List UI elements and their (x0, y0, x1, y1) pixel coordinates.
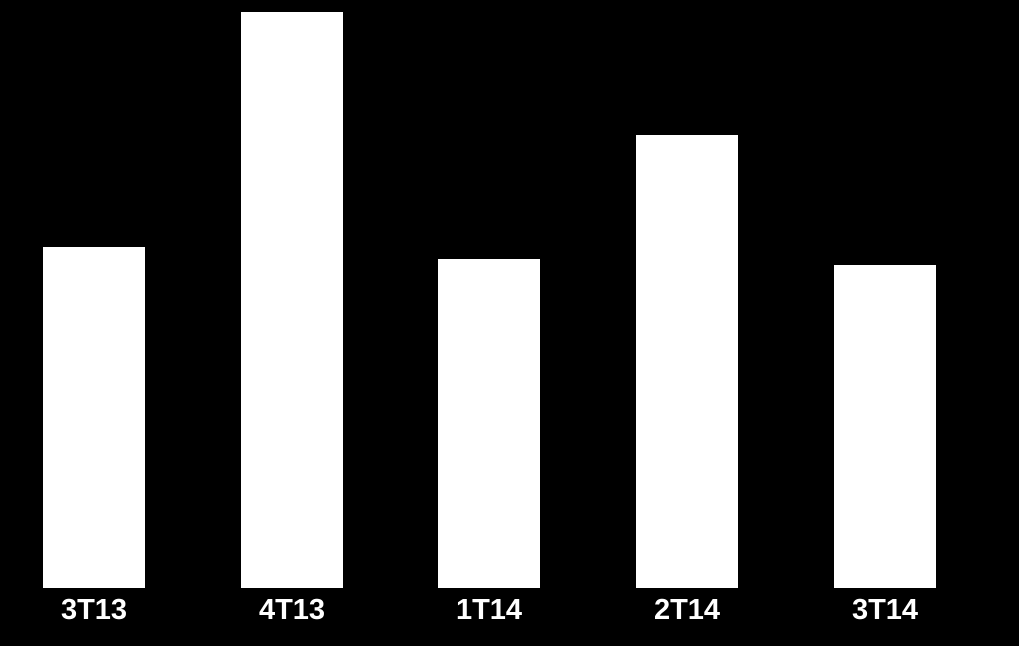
bar-0 (43, 247, 145, 588)
x-axis-label-1: 4T13 (241, 594, 343, 627)
bar-1 (241, 12, 343, 588)
x-axis-label-3: 2T14 (636, 594, 738, 627)
plot-area (0, 0, 1019, 588)
bar-4 (834, 265, 936, 588)
bar-2 (438, 259, 540, 588)
bar-chart: 3T13 4T13 1T14 2T14 3T14 (0, 0, 1019, 646)
x-axis-label-0: 3T13 (43, 594, 145, 627)
x-axis-label-2: 1T14 (438, 594, 540, 627)
bar-3 (636, 135, 738, 588)
x-axis-label-4: 3T14 (834, 594, 936, 627)
